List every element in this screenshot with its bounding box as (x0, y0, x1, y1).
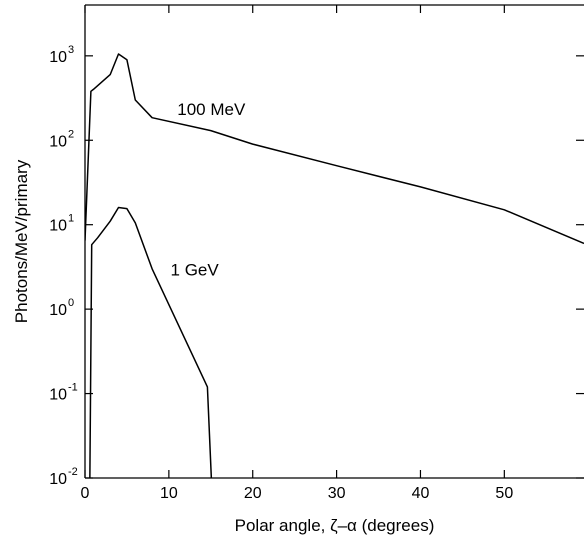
x-axis-label: Polar angle, ζ–α (degrees) (235, 516, 435, 535)
series-label-2: 1 GeV (171, 261, 220, 280)
y-axis-label: Photons/MeV/primary (12, 159, 31, 323)
y-tick-label: 10 (49, 387, 67, 404)
x-tick-label: 30 (328, 485, 346, 502)
series-line-1 (85, 53, 584, 245)
y-tick-exponent: 2 (68, 128, 74, 140)
series-lines: 100 MeV 1 GeV (85, 53, 584, 478)
x-tick-label: 10 (160, 485, 178, 502)
y-tick-label: 10 (49, 471, 67, 488)
y-tick-exponent: -2 (68, 466, 78, 478)
y-tick-exponent: 3 (68, 44, 74, 56)
x-tick-label: 40 (412, 485, 430, 502)
x-tick-label: 0 (81, 485, 90, 502)
y-tick-label: 10 (49, 49, 67, 66)
plot-frame (84, 4, 584, 479)
y-tick-exponent: 1 (68, 213, 74, 225)
y-tick-exponent: -1 (68, 382, 78, 394)
y-tick-exponent: 0 (68, 297, 74, 309)
series-label-1: 100 MeV (177, 100, 246, 119)
y-tick-label: 10 (49, 133, 67, 150)
x-tick-label: 20 (244, 485, 262, 502)
y-tick-label: 10 (49, 218, 67, 235)
y-tick-label: 10 (49, 302, 67, 319)
axis-ticks (84, 5, 584, 479)
series-line-2 (89, 206, 213, 478)
x-tick-label: 50 (495, 485, 513, 502)
